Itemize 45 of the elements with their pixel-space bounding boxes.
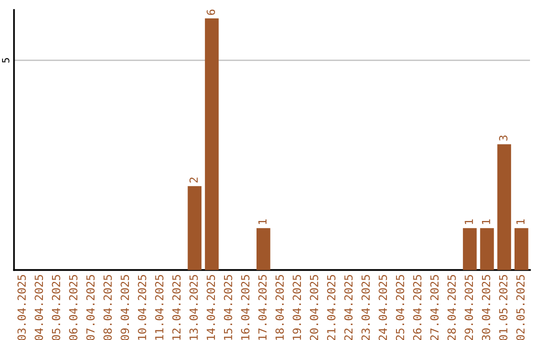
x-tick-label: 24.04.2025 xyxy=(378,275,388,340)
data-label: 1 xyxy=(464,219,473,224)
bar xyxy=(480,228,494,270)
bar xyxy=(204,18,219,270)
x-tick-label: 14.04.2025 xyxy=(206,275,216,340)
x-tick-label: 16.04.2025 xyxy=(241,275,250,340)
data-label: 1 xyxy=(516,219,524,224)
bar xyxy=(514,228,528,270)
bar xyxy=(188,186,202,270)
x-tick-label: 01.05.2025 xyxy=(499,275,508,340)
x-tick-label: 20.04.2025 xyxy=(310,275,318,340)
x-tick-label: 25.04.2025 xyxy=(396,275,404,340)
x-tick-label: 08.04.2025 xyxy=(103,275,112,340)
x-tick-label: 07.04.2025 xyxy=(86,275,95,340)
x-tick-label: 26.04.2025 xyxy=(413,275,422,340)
y-tick-label: 5 xyxy=(2,58,10,63)
x-tick-label: 13.04.2025 xyxy=(189,275,198,340)
x-tick-label: 04.04.2025 xyxy=(34,275,44,340)
x-tick-label: 09.04.2025 xyxy=(120,275,130,340)
data-label: 1 xyxy=(258,219,266,224)
x-tick-label: 17.04.2025 xyxy=(258,275,267,340)
bar xyxy=(497,144,512,270)
x-tick-label: 12.04.2025 xyxy=(172,275,181,340)
x-tick-label: 18.04.2025 xyxy=(275,275,284,340)
bar xyxy=(462,228,477,270)
data-label: 3 xyxy=(499,136,508,141)
x-tick-label: 05.04.2025 xyxy=(52,275,60,340)
x-tick-label: 02.05.2025 xyxy=(516,275,525,340)
data-label: 6 xyxy=(206,10,216,15)
bar xyxy=(256,228,270,270)
data-label: 2 xyxy=(189,178,198,183)
x-tick-label: 23.04.2025 xyxy=(361,275,370,340)
x-tick-label: 27.04.2025 xyxy=(430,275,439,340)
x-tick-label: 28.04.2025 xyxy=(447,275,456,340)
x-tick-label: 10.04.2025 xyxy=(138,275,146,340)
data-label: 1 xyxy=(482,219,490,224)
x-tick-label: 22.04.2025 xyxy=(344,275,353,340)
x-tick-label: 03.04.2025 xyxy=(17,275,26,340)
x-tick-label: 11.04.2025 xyxy=(155,275,164,340)
x-tick-label: 19.04.2025 xyxy=(292,275,302,340)
x-tick-label: 29.04.2025 xyxy=(464,275,474,340)
x-tick-label: 15.04.2025 xyxy=(224,275,232,340)
x-tick-label: 21.04.2025 xyxy=(327,275,336,340)
x-tick-label: 06.04.2025 xyxy=(69,275,78,340)
x-tick-label: 30.04.2025 xyxy=(482,275,490,340)
